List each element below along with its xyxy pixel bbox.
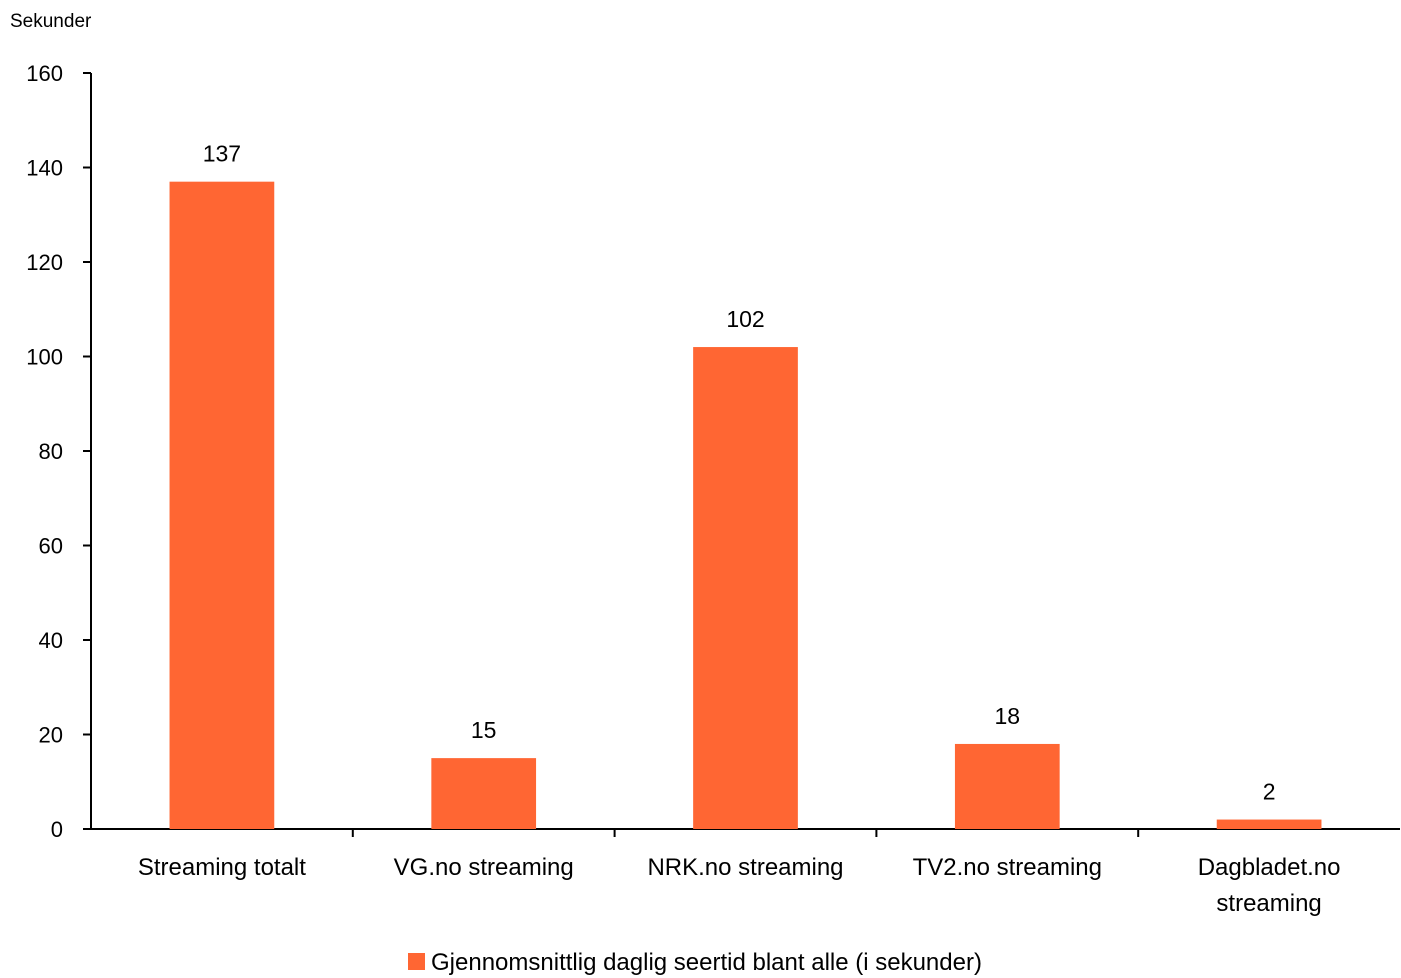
x-tick-label: VG.no streaming <box>394 854 574 881</box>
y-tick-label: 20 <box>39 723 63 748</box>
data-label: 2 <box>1263 779 1276 805</box>
bar <box>1216 819 1322 829</box>
bars: 137 15 102 18 2 <box>169 141 1322 830</box>
x-tick-label: Dagbladet.no streaming <box>1198 854 1341 917</box>
x-axis-labels: Streaming totalt VG.no streaming NRK.no st… <box>138 854 1341 917</box>
y-tick-label: 80 <box>39 439 63 464</box>
bar <box>169 181 275 830</box>
y-tick-label: 120 <box>26 250 63 275</box>
bar <box>693 347 798 829</box>
x-tick-label: TV2.no streaming <box>913 854 1102 881</box>
data-label: 137 <box>203 141 241 167</box>
y-axis-ticks: 0 20 40 60 80 100 120 140 160 <box>26 61 91 842</box>
data-label: 15 <box>471 717 497 743</box>
y-tick-label: 60 <box>39 534 63 559</box>
legend-label: Gjennomsnittlig daglig seertid blant all… <box>431 949 982 976</box>
x-tick-label: NRK.no streaming <box>647 854 843 881</box>
y-tick-label: 100 <box>26 345 63 370</box>
y-tick-label: 140 <box>26 156 63 181</box>
bar <box>954 743 1060 829</box>
y-tick-label: 0 <box>51 817 63 842</box>
legend: Gjennomsnittlig daglig seertid blant all… <box>408 949 982 976</box>
x-tick-label: Streaming totalt <box>138 854 306 881</box>
legend-swatch <box>408 953 425 970</box>
y-axis-unit-label: Sekunder <box>10 11 92 32</box>
data-label: 102 <box>726 306 764 332</box>
bar <box>431 758 537 829</box>
y-tick-label: 160 <box>26 61 63 86</box>
data-label: 18 <box>995 703 1021 729</box>
y-tick-label: 40 <box>39 628 63 653</box>
